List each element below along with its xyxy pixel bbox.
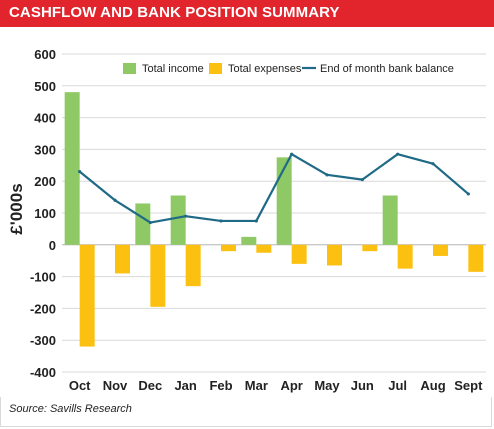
x-tick-label: Feb [209, 378, 232, 393]
income-bar [135, 203, 151, 245]
y-tick-label: -200 [30, 301, 56, 316]
chart-title: CASHFLOW AND BANK POSITION SUMMARY [9, 4, 340, 21]
expense-bar [362, 244, 378, 252]
expense-bar [397, 244, 413, 269]
balance-point [113, 198, 117, 202]
x-tick-label: Aug [420, 378, 445, 393]
y-tick-label: 200 [34, 174, 56, 189]
x-tick-label: Oct [69, 378, 91, 393]
balance-point [431, 162, 435, 166]
x-tick-label: Jul [388, 378, 407, 393]
source-note: Source: Savills Research [9, 403, 132, 415]
y-tick-label: -100 [30, 270, 56, 285]
balance-point [466, 192, 470, 196]
income-bar [241, 236, 257, 245]
y-tick-label: 0 [49, 238, 56, 253]
legend-label-balance: End of month bank balance [320, 63, 454, 75]
income-bar [170, 195, 186, 245]
balance-point [325, 173, 329, 177]
y-tick-label: 400 [34, 111, 56, 126]
balance-point [219, 219, 223, 223]
expense-bar [433, 244, 448, 256]
expense-bar [468, 244, 484, 272]
y-tick-label: 600 [34, 47, 56, 62]
income-bar [64, 92, 80, 245]
income-bar [382, 195, 398, 245]
y-axis-label: £'000s [7, 183, 26, 234]
x-tick-label: Jan [174, 378, 196, 393]
y-tick-label: 500 [34, 79, 56, 94]
legend-swatch-income [123, 63, 136, 74]
balance-point [396, 152, 400, 156]
balance-point [148, 220, 152, 225]
x-tick-label: Nov [103, 378, 128, 393]
expense-bar [256, 244, 272, 253]
y-tick-label: -300 [30, 333, 56, 348]
title-bar: CASHFLOW AND BANK POSITION SUMMARY [0, 0, 494, 27]
balance-line [78, 153, 470, 224]
income-bar [276, 157, 292, 245]
balance-point [78, 170, 82, 174]
x-tick-label: Mar [245, 378, 268, 393]
expense-bar [150, 244, 166, 307]
expense-bar [115, 244, 130, 274]
x-tick-label: Dec [138, 378, 162, 393]
expense-bar [327, 244, 342, 266]
x-tick-label: Apr [280, 378, 302, 393]
expense-bar [291, 244, 307, 264]
balance-point [290, 152, 294, 156]
balance-point [254, 219, 258, 223]
x-tick-label: Sept [454, 378, 483, 393]
expense-bar [221, 244, 236, 252]
legend-swatch-expenses [209, 63, 222, 74]
x-tick-label: Jun [351, 378, 374, 393]
cashflow-chart: 600 500 400 300 200 100 0 -100 -200 -300 -400 £'000… [0, 27, 494, 397]
y-tick-label: 300 [34, 142, 56, 157]
expense-bar [79, 244, 95, 347]
balance-point [184, 214, 188, 218]
legend-label-expenses: Total expenses [228, 63, 302, 75]
y-tick-label: 100 [34, 206, 56, 221]
x-tick-label: May [314, 378, 340, 393]
legend-label-income: Total income [142, 63, 204, 75]
y-tick-label: -400 [30, 365, 56, 380]
expense-bar [185, 244, 201, 287]
balance-point [360, 178, 364, 182]
